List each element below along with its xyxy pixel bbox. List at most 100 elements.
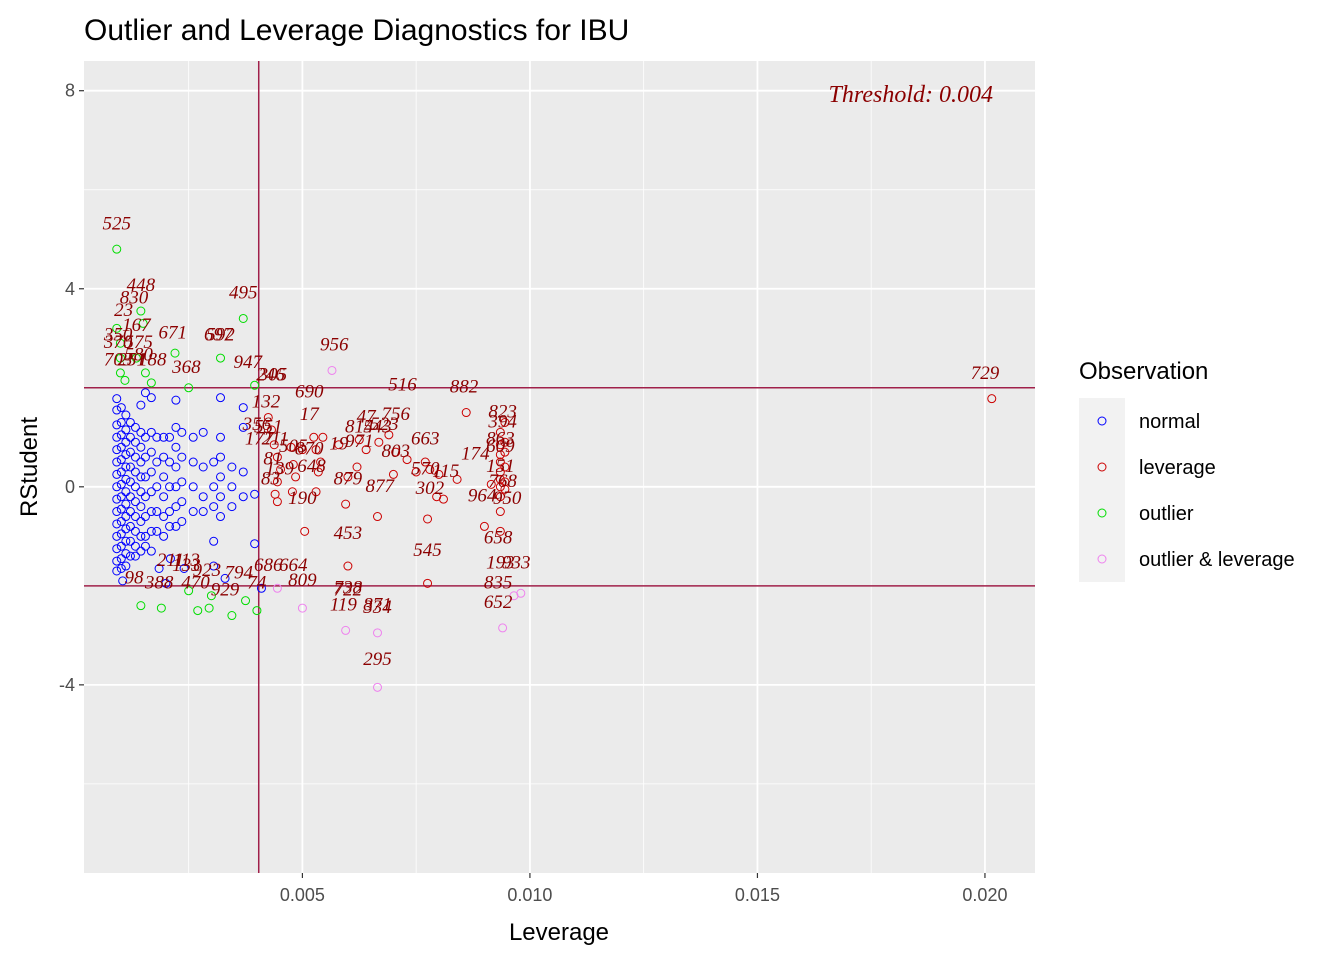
point-label: 505: [279, 436, 308, 457]
point-label: 814: [345, 416, 374, 437]
point-normal: [209, 561, 219, 571]
point-normal: [130, 497, 140, 507]
point-normal: [171, 502, 181, 512]
point-leverage: [343, 472, 353, 482]
point-outlier: [193, 606, 203, 616]
point-label: 132: [252, 392, 281, 413]
point-leverage: [269, 440, 279, 450]
point-leverage: [276, 464, 286, 474]
point-normal: [112, 445, 122, 455]
point-label: 81: [263, 449, 282, 470]
point-normal: [130, 526, 140, 536]
legend-symbol: [1097, 462, 1107, 472]
point-normal: [227, 482, 237, 492]
point-label: 188: [138, 350, 167, 371]
point-outlier: [184, 586, 194, 596]
point-normal: [112, 507, 122, 517]
point-normal: [130, 512, 140, 522]
point-label: 570: [411, 458, 440, 479]
point-label: 722: [334, 580, 363, 601]
point-normal: [171, 395, 181, 405]
point-leverage: [500, 462, 510, 472]
point-outlier: [115, 353, 125, 363]
point-outlier: [216, 353, 226, 363]
point-normal: [130, 452, 140, 462]
point-outlier: [131, 353, 141, 363]
point-label: 211: [157, 550, 184, 571]
point-leverage: [354, 435, 364, 445]
point-normal: [165, 457, 175, 467]
point-normal: [121, 536, 131, 546]
point-normal: [136, 472, 146, 482]
point-normal: [112, 405, 122, 415]
point-label: 113: [173, 550, 200, 571]
point-normal: [161, 578, 171, 588]
point-label: 23: [114, 300, 133, 321]
point-outlier-leverage: [498, 623, 508, 633]
point-normal: [121, 487, 131, 497]
point-leverage: [495, 474, 505, 484]
point-outlier-leverage: [516, 588, 526, 598]
point-normal: [198, 462, 208, 472]
point-outlier: [156, 603, 166, 613]
point-leverage: [361, 445, 371, 455]
point-normal: [121, 462, 131, 472]
point-outlier: [115, 338, 125, 348]
point-normal: [146, 427, 156, 437]
point-label: 664: [279, 555, 308, 576]
point-label: 803: [381, 441, 410, 462]
point-normal: [136, 546, 146, 556]
point-normal: [130, 541, 140, 551]
point-outlier: [250, 380, 260, 390]
point-normal: [121, 499, 131, 509]
point-normal: [118, 576, 128, 586]
point-outlier: [206, 591, 216, 601]
point-leverage: [495, 427, 505, 437]
point-label: 470: [181, 572, 210, 593]
point-normal: [125, 536, 135, 546]
point-label: 453: [334, 523, 363, 544]
point-leverage: [495, 467, 505, 477]
point-leverage: [495, 450, 505, 460]
point-label: 133: [172, 555, 201, 576]
point-leverage: [391, 447, 401, 457]
point-label: 729: [971, 363, 1000, 384]
point-label: 870: [295, 439, 324, 460]
point-label: 525: [103, 213, 132, 234]
x-tick-label: 0.015: [735, 885, 780, 905]
point-label: 151: [486, 456, 515, 477]
point-normal: [171, 442, 181, 452]
threshold-lines: [84, 61, 1035, 873]
point-leverage: [495, 482, 505, 492]
point-leverage: [313, 467, 323, 477]
point-normal: [238, 467, 248, 477]
point-normal: [116, 492, 126, 502]
point-normal: [188, 482, 198, 492]
point-label: 356: [242, 414, 272, 435]
point-leverage: [372, 512, 382, 522]
point-leverage: [311, 487, 321, 497]
point-leverage: [500, 477, 510, 487]
point-normal: [209, 457, 219, 467]
point-label: 177: [245, 429, 275, 450]
point-normal: [140, 531, 150, 541]
point-label: 671: [158, 322, 187, 343]
point-normal: [216, 432, 226, 442]
point-label: 350: [103, 325, 133, 346]
point-leverage: [495, 457, 505, 467]
point-outlier: [136, 601, 146, 611]
point-leverage: [272, 477, 282, 487]
point-normal: [227, 502, 237, 512]
point-label: 211: [262, 429, 289, 450]
point-leverage: [495, 492, 505, 502]
point-normal: [152, 482, 162, 492]
point-normal: [121, 549, 131, 559]
point-normal: [112, 556, 122, 566]
point-leverage: [288, 460, 298, 470]
point-leverage: [311, 445, 321, 455]
point-label: 592: [206, 325, 235, 346]
point-normal: [121, 425, 131, 435]
point-label: 923: [193, 560, 222, 581]
point-normal: [140, 432, 150, 442]
point-normal: [112, 482, 122, 492]
